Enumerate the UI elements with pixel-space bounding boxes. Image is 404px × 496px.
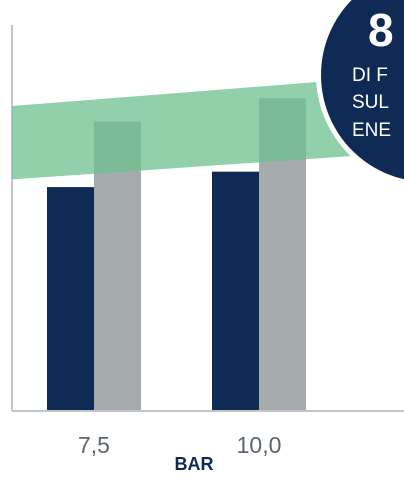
badge-number: 8 [368,4,394,56]
badge-inner-circle [321,0,404,180]
badge-line-3: ENE [352,120,391,141]
x-tick-label: 7,5 [78,432,110,458]
x-tick-labels: 7,5 10,0 [78,432,281,458]
energy-badge: 8 DI F SUL ENE [316,0,404,185]
target-band [12,75,404,180]
x-tick-label: 10,0 [237,432,282,458]
badge-line-1: DI F [352,65,388,86]
badge-line-2: SUL [352,92,389,113]
bar-series-1-7,5 [47,187,94,411]
x-axis-title: BAR [175,454,214,474]
bar-series-1-10,0 [212,171,259,411]
